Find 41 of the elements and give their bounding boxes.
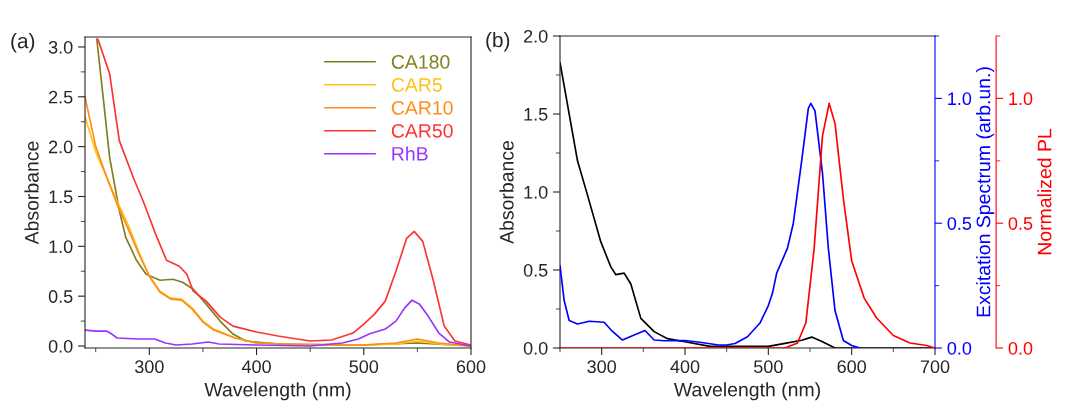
legend-label: CAR5 [391,78,442,92]
y-tick-label: 1.5 [49,190,73,204]
x-tick-label: 600 [456,360,486,374]
y-axis-title: Absorbance [499,140,514,244]
y-tick-label: 1.0 [49,240,73,254]
y2-tick-label: 0.5 [947,217,972,230]
x-axis-title: Wavelength (nm) [204,382,351,401]
x-tick-label: 400 [241,360,271,374]
y-tick-label: 1.5 [524,108,548,121]
legend-label: CA180 [391,55,450,69]
y2-axis-title: Excitation Spectrum (arb.un.) [976,67,995,317]
y3-tick-label: 1.0 [1009,92,1033,106]
y-tick-label: 0.5 [523,263,548,277]
y-tick-label: 2.0 [524,29,548,43]
x-tick-label: 500 [349,360,379,374]
x-tick-label: 500 [753,360,783,374]
x-axis-title: Wavelength (nm) [673,382,820,401]
y3-tick-label: 0.0 [1008,341,1033,355]
x-tick-label: 700 [920,360,950,374]
legend-label: CAR50 [391,123,453,138]
x-tick-label: 400 [670,360,700,374]
x-tick-label: 300 [134,360,164,374]
y-tick-label: 0.0 [48,339,73,353]
y-tick-label: 2.0 [49,140,73,154]
y-tick-label: 0.0 [523,341,548,355]
y3-axis-title: Normalized PL [1037,128,1052,255]
text: (a) [11,33,35,53]
y-axis-title: Absorbance [24,141,39,245]
y2-tick-label: 0.0 [947,341,972,355]
y-tick-label: 3.0 [48,40,73,54]
y-tick-label: 0.5 [48,290,73,303]
x-tick-label: 300 [587,360,617,374]
legend-label: RhB [392,146,428,161]
legend-label: CAR10 [391,100,453,115]
y3-tick-label: 0.5 [1008,217,1033,230]
text: (b) [486,32,510,52]
x-tick-label: 600 [837,360,867,374]
y-tick-label: 1.0 [524,185,548,199]
y2-tick-label: 1.0 [948,92,972,106]
y-tick-label: 2.5 [49,90,73,104]
line-series [560,102,861,348]
